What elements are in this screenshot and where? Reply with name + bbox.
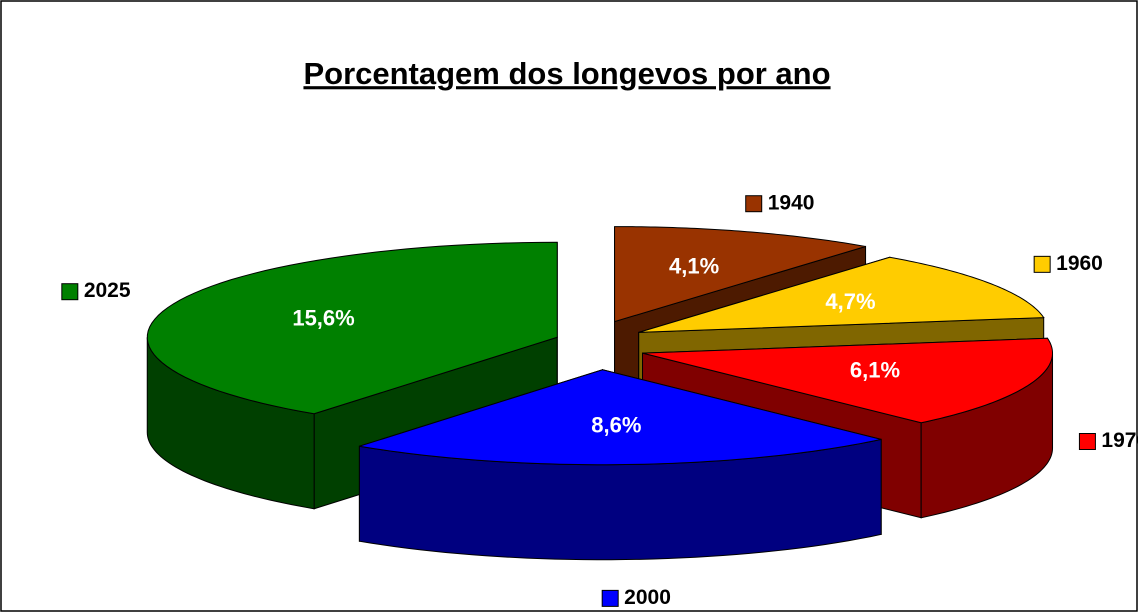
data-label: 4,7% [825,289,875,314]
slice [614,226,866,323]
category-label: 2000 [624,586,671,609]
data-label: 15,6% [292,305,354,330]
category-label: 1940 [768,191,815,214]
slice [359,369,882,466]
slice [146,241,558,415]
category-label: 1970 [1101,429,1138,452]
data-label: 6,1% [850,358,900,383]
slice [638,256,1045,333]
legend-swatch [1078,433,1096,451]
legend-swatch [745,195,763,213]
chart-title: Porcentagem dos longevos por ano [303,56,830,91]
legend-swatch [61,283,79,301]
category-label: 1960 [1056,252,1103,275]
legend-swatch [1033,255,1051,273]
data-label: 4,1% [669,253,719,278]
legend-swatch [601,589,619,607]
category-label: 2025 [84,279,131,302]
data-label: 8,6% [591,412,641,437]
slice [642,337,1054,424]
